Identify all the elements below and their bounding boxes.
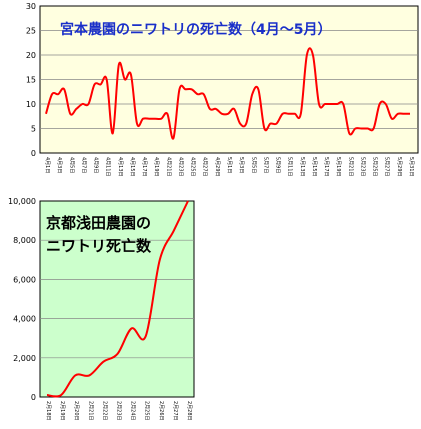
x-tick-label: 2月28日 [186,401,192,421]
x-tick-label: 2月22日 [101,401,107,421]
chart-title-line-2: ニワトリ死亡数 [46,237,152,255]
y-tick-label: 0 [31,393,36,402]
y-tick-label: 5 [31,125,36,134]
x-tick-label: 5月15日 [311,157,317,177]
x-tick-label: 5月17日 [323,157,329,177]
x-tick-label: 5月3日 [238,157,244,173]
x-tick-label: 4月23日 [177,157,183,177]
x-tick-label: 5月19日 [335,157,341,177]
x-tick-label: 4月1日 [44,157,50,173]
x-tick-label: 4月15日 [129,157,135,177]
x-tick-label: 5月25日 [372,157,378,177]
x-tick-label: 4月27日 [202,157,208,177]
x-tick-label: 4月5日 [68,157,74,173]
x-tick-label: 5月29日 [396,157,402,177]
y-tick-labels: 0 2,000 4,000 6,000 8,000 10,000 [8,197,36,402]
y-tick-labels: 0 5 10 15 20 25 30 [26,2,36,158]
x-tick-label: 4月13日 [117,157,123,177]
y-tick-label: 8,000 [13,236,36,245]
chart-title-line-1: 京都浅田農園の [46,214,151,232]
x-tick-label: 4月3日 [56,157,62,173]
x-tick-label: 2月19日 [59,401,65,421]
x-tick-labels: 2月18日 2月19日 2月20日 2月21日 2月22日 2月23日 2月24日 2月25日… [45,401,192,421]
x-tick-label: 2月21日 [87,401,93,421]
gridlines [40,239,194,359]
x-tick-label: 4月25日 [190,157,196,177]
x-tick-label: 2月18日 [45,401,51,421]
y-tick-label: 0 [31,149,36,158]
y-tick-label: 10 [26,100,36,109]
y-tick-label: 20 [26,51,36,60]
x-tick-label: 4月9日 [93,157,99,173]
y-tick-label: 2,000 [13,354,36,363]
y-tick-label: 4,000 [13,315,36,324]
x-tick-label: 2月25日 [144,401,150,421]
x-tick-label: 2月23日 [116,401,122,421]
chart-title: 宮本農園のニワトリの死亡数（4月～5月） [60,21,331,38]
y-tick-label: 10,000 [8,197,36,206]
x-tick-label: 4月19日 [153,157,159,177]
x-tick-label: 5月23日 [359,157,365,177]
x-tick-labels: 4月1日 4月3日 4月5日 4月7日 4月9日 4月11日 4月13日 4月15日 4月17日… [44,157,414,177]
x-tick-label: 2月26日 [158,401,164,421]
x-tick-label: 2月27日 [172,401,178,421]
x-tick-label: 5月7日 [262,157,268,173]
x-tick-label: 5月11日 [287,157,293,177]
x-tick-label: 2月20日 [73,401,79,421]
x-tick-label: 4月7日 [80,157,86,173]
y-tick-label: 15 [26,76,36,85]
x-tick-label: 5月1日 [226,157,232,173]
x-tick-label: 4月11日 [105,157,111,177]
x-tick-label: 5月27日 [384,157,390,177]
x-tick-label: 5月13日 [299,157,305,177]
x-tick-label: 5月5日 [250,157,256,173]
x-tick-label: 4月17日 [141,157,147,177]
series-line [45,47,410,140]
x-tick-label: 5月21日 [347,157,353,177]
x-tick-label: 5月31日 [408,157,414,177]
plot-area [39,200,195,398]
y-tick-label: 25 [26,27,36,36]
series-line [46,200,189,398]
x-tick-label: 5月9日 [275,157,281,173]
x-tick-label: 4月21日 [165,157,171,177]
x-tick-label: 2月24日 [130,401,136,421]
y-tick-label: 6,000 [13,275,36,284]
y-tick-label: 30 [26,2,36,11]
x-tick-label: 4月29日 [214,157,220,177]
